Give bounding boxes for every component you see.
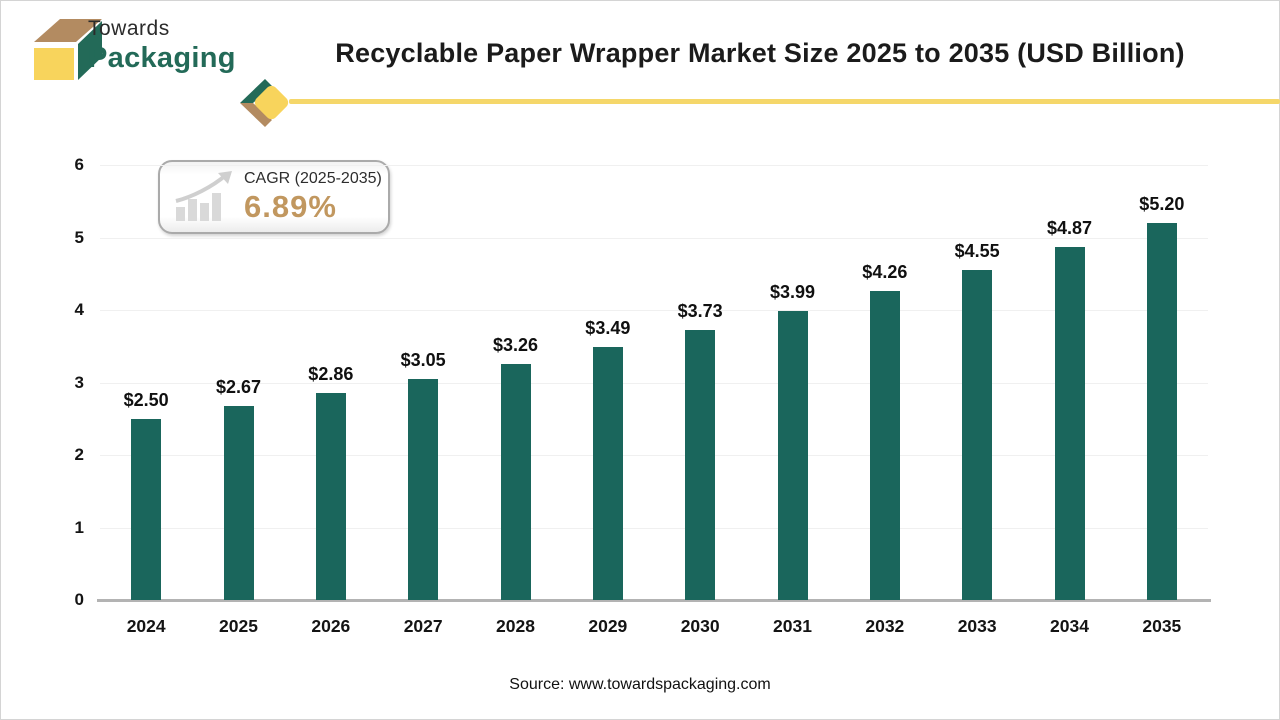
page-title: Recyclable Paper Wrapper Market Size 202… bbox=[335, 38, 1185, 68]
x-tick-label-2029: 2029 bbox=[588, 616, 628, 636]
bar-2026 bbox=[315, 392, 346, 600]
cagr-badge: CAGR (2025-2035) 6.89% bbox=[158, 160, 390, 234]
bar-2028 bbox=[500, 363, 531, 600]
y-tick-label: 4 bbox=[74, 300, 84, 319]
bar-2032 bbox=[869, 291, 900, 600]
bar-value-label-2029: $3.49 bbox=[585, 317, 631, 338]
y-tick-label: 3 bbox=[74, 372, 84, 392]
y-tick-label: 0 bbox=[74, 590, 84, 609]
x-tick-label-2028: 2028 bbox=[496, 616, 535, 636]
gridline-y6 bbox=[100, 165, 1208, 166]
y-tick-label: 2 bbox=[74, 445, 84, 464]
source-text: Source: www.towardspackaging.com bbox=[509, 676, 771, 693]
bar-2031 bbox=[777, 310, 808, 600]
x-tick-label-2035: 2035 bbox=[1142, 616, 1182, 636]
bar-value-label-2035: $5.20 bbox=[1139, 194, 1185, 214]
x-tick-label-2031: 2031 bbox=[773, 616, 812, 636]
divider-diamond-icon bbox=[240, 79, 289, 127]
bar-2029 bbox=[592, 346, 623, 600]
logo-line1: Towards bbox=[88, 17, 170, 40]
bar-2027 bbox=[408, 378, 439, 600]
bar-value-label-2031: $3.99 bbox=[769, 281, 816, 302]
x-axis-line bbox=[97, 599, 1211, 602]
growth-chart-icon bbox=[175, 171, 232, 221]
cagr-texts: CAGR (2025-2035) 6.89% bbox=[244, 170, 382, 225]
gridline-y5 bbox=[100, 237, 1208, 239]
bar-value-label-2034: $4.87 bbox=[1046, 217, 1093, 238]
bar-value-label-2033: $4.55 bbox=[954, 241, 1000, 262]
bar-2035 bbox=[1146, 223, 1177, 600]
bar-value-label-2026: $2.86 bbox=[308, 363, 354, 384]
logo-line2: Packaging bbox=[88, 42, 236, 74]
gridline-y3 bbox=[100, 382, 1208, 384]
y-tick-label: 6 bbox=[74, 155, 84, 174]
logo-wordmark: Towards Packaging bbox=[88, 18, 236, 73]
bar-value-label-2032: $4.26 bbox=[862, 262, 908, 283]
x-tick-label-2025: 2025 bbox=[219, 616, 258, 636]
x-tick-label-2027: 2027 bbox=[403, 616, 443, 636]
bar-2030 bbox=[685, 329, 716, 600]
cagr-label: CAGR (2025-2035) bbox=[244, 169, 382, 187]
bar-value-label-2030: $3.73 bbox=[677, 300, 723, 321]
y-tick-label: 1 bbox=[74, 517, 84, 537]
x-tick-label-2033: 2033 bbox=[957, 616, 997, 636]
bar-2033 bbox=[962, 270, 993, 600]
x-tick-label-2032: 2032 bbox=[865, 616, 905, 636]
y-tick-label: 5 bbox=[74, 227, 84, 247]
bar-2025 bbox=[223, 406, 254, 600]
gridline-y4 bbox=[100, 310, 1208, 311]
x-tick-label-2034: 2034 bbox=[1050, 616, 1089, 636]
x-tick-label-2024: 2024 bbox=[126, 616, 166, 636]
gridline-y1 bbox=[100, 527, 1208, 529]
bar-2024 bbox=[131, 418, 162, 600]
divider-line bbox=[289, 99, 1280, 104]
bar-value-label-2025: $2.67 bbox=[215, 377, 262, 398]
bar-value-label-2028: $3.26 bbox=[492, 334, 539, 355]
bar-value-label-2024: $2.50 bbox=[123, 389, 169, 410]
bar-value-label-2027: $3.05 bbox=[400, 349, 446, 370]
bar-2034 bbox=[1054, 246, 1085, 600]
x-tick-label-2030: 2030 bbox=[680, 616, 720, 636]
cagr-value: 6.89% bbox=[244, 188, 337, 224]
x-tick-label-2026: 2026 bbox=[311, 616, 351, 636]
gridline-y2 bbox=[100, 455, 1208, 456]
towards-packaging-logo-icon bbox=[34, 19, 102, 80]
